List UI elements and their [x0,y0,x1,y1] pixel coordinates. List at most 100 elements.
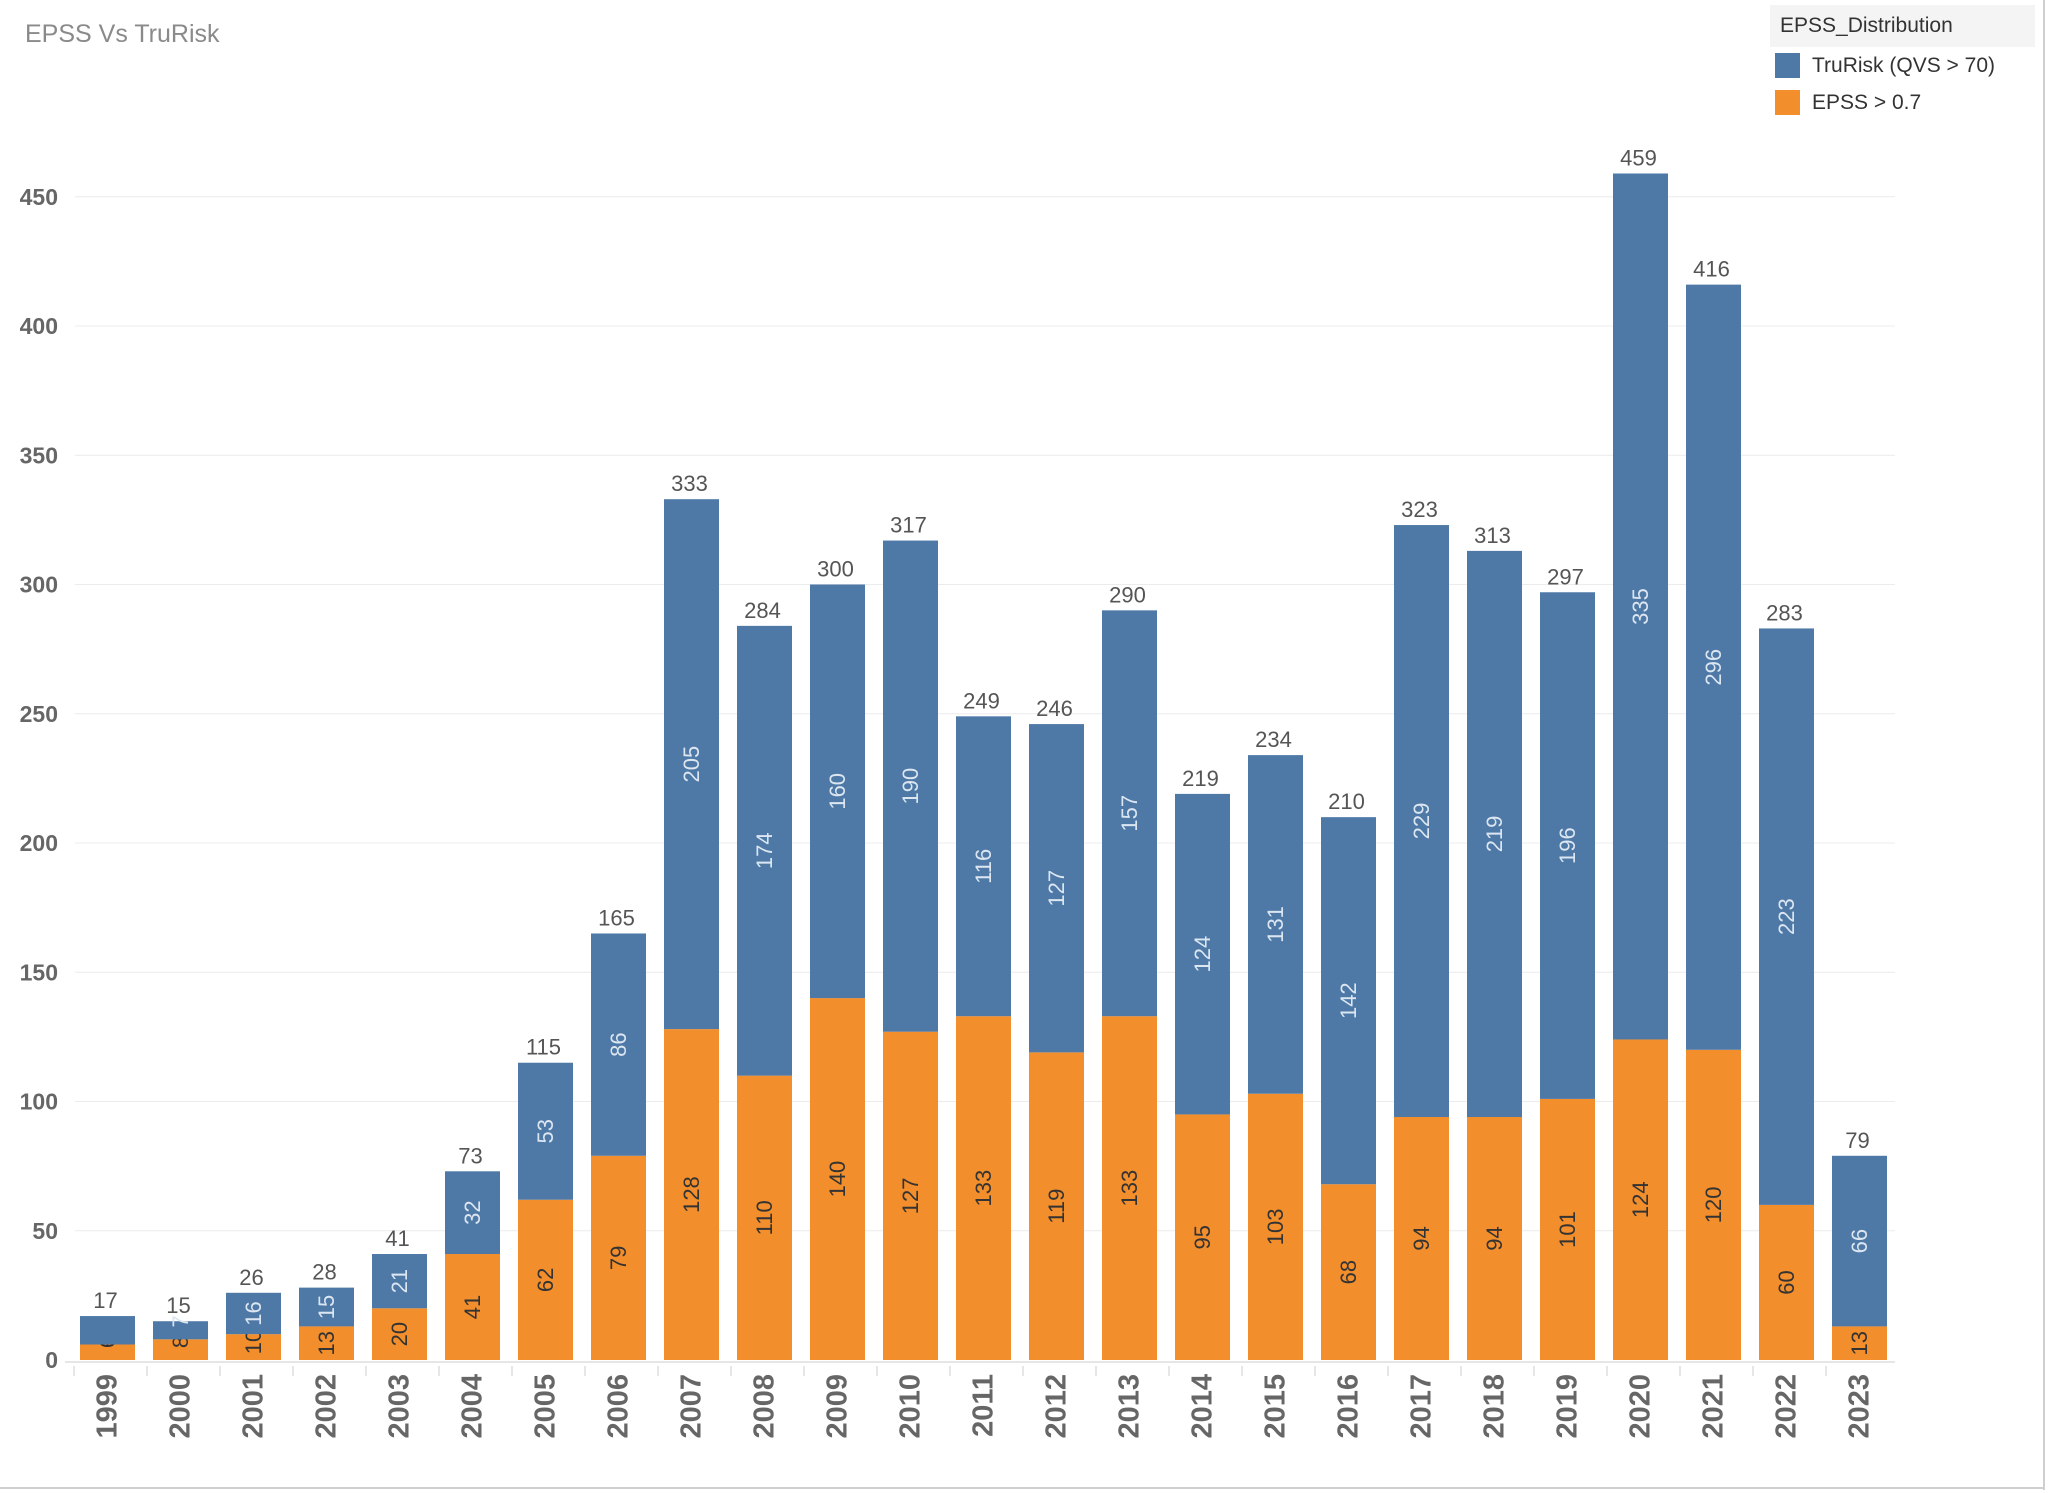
bar-segment [1540,1098,1595,1360]
y-tick-label: 0 [45,1347,58,1373]
x-tick-label: 2000 [165,1374,197,1439]
x-tick-label: 2012 [1041,1374,1073,1439]
bar-segment [372,1308,427,1360]
segment-label: 62 [533,1268,558,1292]
bar-segment [956,1016,1011,1360]
bar-segment [664,1029,719,1360]
bar-segment [153,1321,208,1340]
x-tick-label: 2022 [1771,1374,1803,1439]
total-label: 284 [744,598,781,623]
segment-label: 15 [314,1295,339,1319]
segment-label: 190 [898,768,923,805]
bar-segment [1686,1049,1741,1360]
legend-label-trurisk: TruRisk (QVS > 70) [1812,53,1996,77]
total-label: 165 [598,905,635,930]
segment-label: 120 [1701,1187,1726,1224]
total-label: 79 [1845,1128,1869,1153]
bar-segment [445,1254,500,1360]
y-tick-label: 400 [20,313,58,339]
total-label: 219 [1182,766,1219,791]
legend-label-epss: EPSS > 0.7 [1812,90,1922,114]
y-tick-label: 50 [32,1218,58,1244]
total-label: 416 [1693,257,1730,282]
bar-segment [1248,755,1303,1094]
total-label: 249 [963,688,1000,713]
segment-label: 41 [460,1295,485,1319]
segment-label: 128 [679,1176,704,1213]
total-label: 459 [1620,145,1657,170]
x-tick-label: 2007 [676,1374,708,1439]
legend-item-trurisk[interactable]: TruRisk (QVS > 70) [1770,47,2035,84]
bar-segment [810,584,865,999]
bar-segment [299,1326,354,1360]
bar-segment [1467,1117,1522,1360]
x-tick-label: 2016 [1333,1374,1365,1439]
y-tick-label: 450 [20,184,58,210]
total-label: 210 [1328,789,1365,814]
bar-segment [372,1254,427,1309]
x-tick-label: 2010 [895,1374,927,1439]
total-label: 15 [166,1293,190,1318]
legend-item-epss[interactable]: EPSS > 0.7 [1770,84,2035,121]
segment-label: 174 [752,832,777,869]
bar-segment [591,933,646,1156]
bar-segment [1321,817,1376,1185]
x-tick-label: 2020 [1625,1374,1657,1439]
x-tick-label: 2017 [1406,1374,1438,1439]
y-tick-label: 250 [20,701,58,727]
segment-label: 335 [1628,588,1653,625]
segment-label: 119 [1044,1189,1069,1224]
bar-segment [1394,525,1449,1118]
bar-segment [1321,1184,1376,1360]
segment-label: 124 [1190,936,1215,973]
legend-swatch-epss [1775,90,1800,115]
bar-segment [226,1334,281,1360]
y-tick-label: 100 [20,1089,58,1115]
x-tick-label: 2013 [1114,1374,1146,1439]
segment-label: 133 [971,1170,996,1207]
frame-border-right [2043,0,2045,1490]
segment-label: 32 [460,1200,485,1224]
bar-segment [1102,1016,1157,1360]
segment-label: 205 [679,746,704,783]
total-label: 28 [312,1260,336,1285]
total-label: 317 [890,513,927,538]
y-tick-label: 150 [20,959,58,985]
segment-label: 53 [533,1119,558,1143]
bar-segment [883,540,938,1032]
segment-label: 94 [1482,1226,1507,1250]
segment-label: 94 [1409,1226,1434,1250]
total-label: 17 [93,1288,117,1313]
x-tick-label: 2009 [822,1374,854,1439]
bar-segment [1832,1155,1887,1327]
segment-label: 95 [1190,1225,1215,1249]
bar-segment [1759,628,1814,1205]
segment-label: 196 [1555,827,1580,864]
total-label: 246 [1036,696,1073,721]
bar-segment [810,998,865,1360]
bar-segment [1394,1117,1449,1360]
x-tick-label: 2002 [311,1374,343,1439]
total-label: 26 [239,1265,263,1290]
segment-label: 13 [1847,1331,1872,1355]
segment-label: 142 [1336,982,1361,1019]
bar-segment [1613,173,1668,1040]
bar-segment [664,499,719,1030]
segment-label: 160 [825,773,850,810]
x-tick-label: 2019 [1552,1374,1584,1439]
segment-label: 21 [387,1269,412,1293]
bar-segment [737,625,792,1076]
x-tick-label: 2003 [384,1374,416,1439]
segment-label: 157 [1117,795,1142,832]
bar-segment [1613,1039,1668,1360]
y-tick-label: 300 [20,572,58,598]
segment-label: 16 [241,1301,266,1325]
total-label: 115 [526,1035,561,1060]
bar-segment [1175,1114,1230,1360]
segment-label: 229 [1409,803,1434,840]
bar-segment [1029,724,1084,1053]
x-tick-label: 2006 [603,1374,635,1439]
segment-label: 223 [1774,898,1799,935]
bar-segment [1248,1093,1303,1360]
